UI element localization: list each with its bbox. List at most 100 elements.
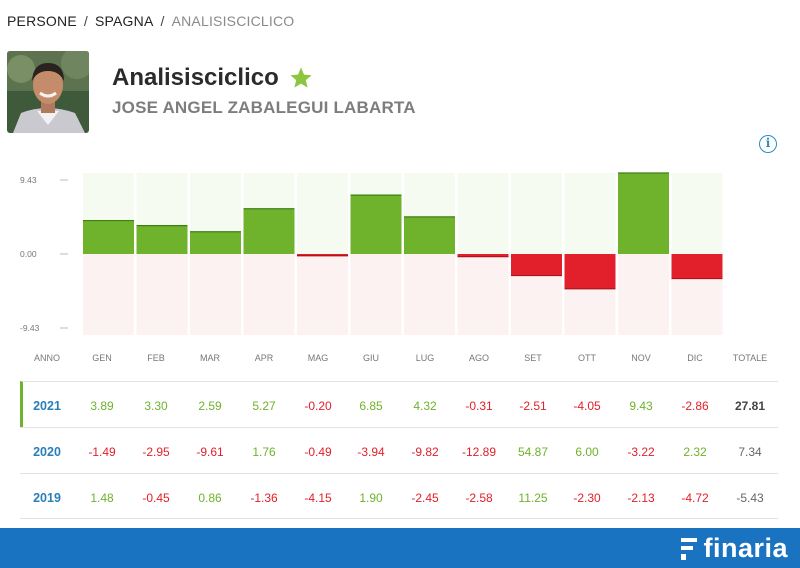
cell-apr: 5.27: [252, 399, 276, 413]
breadcrumb: PERSONE / SPAGNA / ANALISISCICLICO: [7, 13, 294, 29]
cell-ott: -2.30: [573, 491, 601, 505]
column-header-apr: APR: [254, 353, 274, 363]
cell-ago: -0.31: [465, 399, 493, 413]
cell-set: 54.87: [517, 445, 549, 459]
column-header-totale: TOTALE: [732, 353, 768, 363]
cell-lug: 4.32: [413, 399, 437, 413]
bar-ago: [457, 254, 509, 257]
cell-giu: 1.90: [359, 491, 383, 505]
profile-name: Analisisciclico: [112, 64, 279, 91]
column-header-mag: MAG: [307, 353, 329, 363]
column-header-lug: LUG: [415, 353, 435, 363]
column-header-ago: AGO: [468, 353, 490, 363]
bar-nov: [618, 173, 669, 254]
cell-gen: 3.89: [90, 399, 114, 413]
table-header: ANNO GEN FEB MAR APR MAG GIU LUG AGO SET OTT NOV DIC…: [0, 348, 800, 368]
cell-lug: -2.45: [411, 491, 439, 505]
avatar: [7, 51, 89, 133]
bar-background-negative: [297, 254, 348, 335]
cell-dic: 2.32: [683, 445, 707, 459]
cell-ago: -2.58: [465, 491, 493, 505]
cell-lug: -9.82: [411, 445, 439, 459]
bar-background-negative: [243, 254, 295, 335]
cell-ott: -4.05: [573, 399, 601, 413]
y-tick-label: 9.43: [20, 175, 37, 185]
cell-feb: -2.95: [142, 445, 170, 459]
cell-gen: -1.49: [88, 445, 116, 459]
cell-mar: 0.86: [198, 491, 222, 505]
cell-apr: 1.76: [252, 445, 276, 459]
cell-ott: 6.00: [575, 445, 599, 459]
bar-apr: [243, 208, 295, 254]
bar-background-negative: [618, 254, 669, 335]
cell-giu: -3.94: [357, 445, 385, 459]
breadcrumb-separator: /: [160, 13, 165, 29]
cell-mag: -0.49: [304, 445, 332, 459]
cell-nov: 9.43: [629, 399, 653, 413]
column-header-anno: ANNO: [33, 353, 61, 363]
cell-giu: 6.85: [359, 399, 383, 413]
bar-dic: [671, 254, 723, 279]
bar-giu: [350, 195, 402, 254]
cell-mar: -9.61: [196, 445, 224, 459]
column-header-giu: GIU: [362, 353, 380, 363]
y-tick-label: -9.43: [20, 323, 40, 333]
bar-background-negative: [457, 254, 509, 335]
breadcrumb-separator: /: [83, 13, 88, 29]
cell-mag: -4.15: [304, 491, 332, 505]
page-title: Analisisciclico: [112, 64, 313, 92]
brand-name: finaria: [703, 533, 788, 563]
cell-totale: -5.43: [736, 491, 764, 505]
column-header-mar: MAR: [200, 353, 220, 363]
cell-apr: -1.36: [250, 491, 278, 505]
breadcrumb-persone[interactable]: PERSONE: [7, 13, 77, 29]
y-tick-label: 0.00: [20, 249, 37, 259]
cell-mar: 2.59: [198, 399, 222, 413]
bar-background-positive: [457, 173, 509, 254]
bar-background-positive: [671, 173, 723, 254]
row-year: 2019: [33, 491, 61, 505]
info-icon[interactable]: i: [759, 135, 777, 153]
cell-dic: -4.72: [681, 491, 709, 505]
bar-background-negative: [136, 254, 188, 335]
cell-feb: -0.45: [142, 491, 170, 505]
bar-background-negative: [190, 254, 241, 335]
bar-mag: [297, 254, 348, 256]
bar-background-positive: [297, 173, 348, 254]
breadcrumb-spagna[interactable]: SPAGNA: [94, 13, 154, 29]
star-icon[interactable]: [289, 66, 313, 90]
table-row[interactable]: 2019 1.48 -0.45 0.86 -1.36 -4.15 1.90 -2.45 -2.5…: [20, 473, 778, 519]
bar-feb: [136, 225, 188, 254]
footer: finaria: [0, 528, 800, 568]
table-row[interactable]: 2020 -1.49 -2.95 -9.61 1.76 -0.49 -3.94 -9.82 -1…: [20, 427, 778, 473]
cell-nov: -2.13: [627, 491, 655, 505]
bar-mar: [190, 231, 241, 254]
bar-lug: [404, 216, 455, 254]
cell-nov: -3.22: [627, 445, 655, 459]
column-header-set: SET: [524, 353, 542, 363]
bar-ott: [564, 254, 616, 289]
cell-totale: 27.81: [734, 399, 766, 413]
finaria-logo-icon: [681, 537, 698, 560]
column-header-nov: NOV: [631, 353, 651, 363]
row-year: 2021: [33, 399, 61, 413]
column-header-gen: GEN: [92, 353, 112, 363]
column-header-ott: OTT: [578, 353, 596, 363]
bar-set: [511, 254, 562, 276]
column-header-feb: FEB: [147, 353, 165, 363]
cell-totale: 7.34: [738, 445, 762, 459]
bar-background-positive: [564, 173, 616, 254]
cell-set: -2.51: [519, 399, 547, 413]
row-year: 2020: [33, 445, 61, 459]
column-header-dic: DIC: [687, 353, 703, 363]
table-row[interactable]: 2021 3.89 3.30 2.59 5.27 -0.20 6.85 4.32 -0.31 -2…: [20, 381, 778, 427]
cell-ago: -12.89: [461, 445, 497, 459]
monthly-returns-chart: 9.43 0.00 -9.43: [20, 172, 723, 335]
finaria-logo[interactable]: finaria: [681, 533, 788, 564]
bar-background-positive: [511, 173, 562, 254]
bar-background-negative: [404, 254, 455, 335]
breadcrumb-current: ANALISISCICLICO: [171, 13, 295, 29]
bar-background-negative: [83, 254, 134, 335]
cell-set: 11.25: [518, 491, 548, 505]
cell-gen: 1.48: [90, 491, 114, 505]
